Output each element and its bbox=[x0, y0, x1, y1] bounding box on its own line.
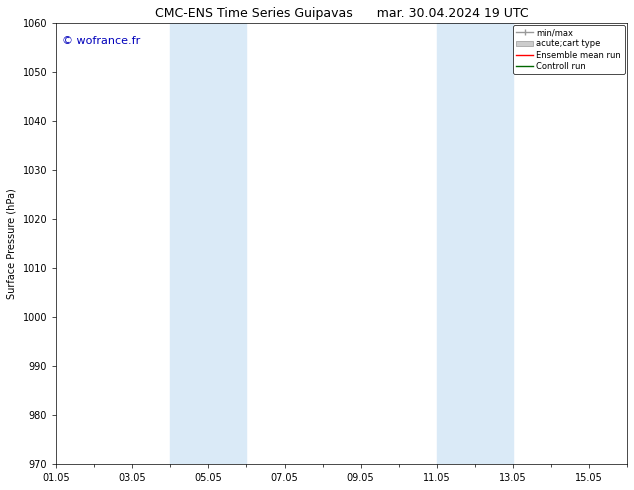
Bar bbox=[209, 23, 247, 464]
Legend: min/max, acute;cart type, Ensemble mean run, Controll run: min/max, acute;cart type, Ensemble mean … bbox=[513, 25, 624, 74]
Y-axis label: Surface Pressure (hPa): Surface Pressure (hPa) bbox=[7, 188, 17, 298]
Title: CMC-ENS Time Series Guipavas      mar. 30.04.2024 19 UTC: CMC-ENS Time Series Guipavas mar. 30.04.… bbox=[155, 7, 528, 20]
Bar bbox=[437, 23, 475, 464]
Bar bbox=[475, 23, 513, 464]
Text: © wofrance.fr: © wofrance.fr bbox=[62, 36, 140, 46]
Bar bbox=[171, 23, 209, 464]
